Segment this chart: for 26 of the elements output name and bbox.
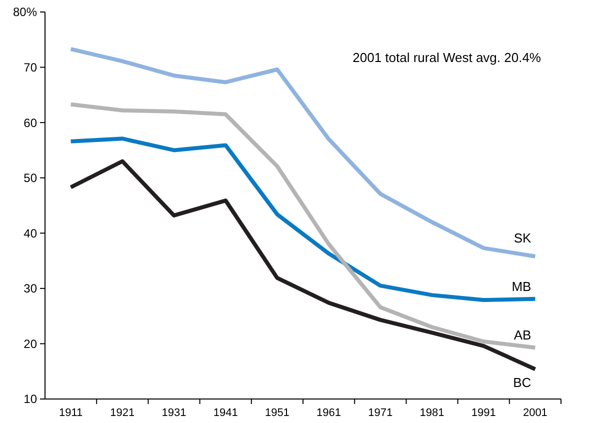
x-tick-label: 1981 (420, 407, 444, 419)
y-tick-label: 10 (24, 392, 38, 406)
series-label: AB (514, 328, 532, 343)
line-series (68, 136, 538, 302)
line-series (68, 102, 538, 350)
x-tick-label: 1941 (213, 407, 238, 419)
y-tick-label: 50 (24, 171, 38, 186)
x-tick-label: 1931 (162, 407, 186, 419)
line-series (68, 159, 538, 372)
x-tick-label: 2001 (522, 407, 548, 419)
annotation: 2001 total rural West avg. 20.4% (352, 50, 542, 65)
x-tick-label: 1951 (264, 407, 290, 419)
series-label: MB (512, 278, 532, 294)
y-tick-label: 20 (24, 336, 38, 351)
series-label: BC (513, 375, 532, 390)
y-tick-label: 60 (24, 116, 38, 130)
x-tick-label: 1921 (110, 407, 135, 419)
x-tick-label: 1911 (58, 407, 83, 419)
y-tick-label: 70 (24, 60, 38, 74)
y-tick-label: 40 (24, 226, 38, 240)
x-tick-label: 1991 (471, 407, 496, 419)
series-label: SK (514, 230, 532, 246)
y-tick-label: 80% (12, 5, 38, 20)
y-tick-label: 30 (24, 282, 38, 296)
x-tick-label: 1971 (368, 407, 393, 419)
x-tick-label: 1961 (316, 407, 342, 419)
